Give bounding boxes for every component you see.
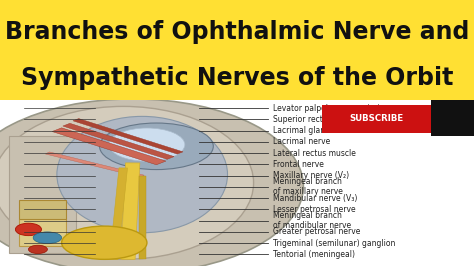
Text: Superior rectus muscle: Superior rectus muscle (273, 115, 361, 124)
Text: SUBSCRIBE: SUBSCRIBE (350, 114, 404, 123)
Bar (9, 136, 76, 253)
Text: Sympathetic Nerves of the Orbit: Sympathetic Nerves of the Orbit (21, 66, 453, 90)
Bar (322, 105, 431, 133)
FancyArrow shape (121, 163, 140, 259)
Text: Trigeminal (semilunar) ganglion: Trigeminal (semilunar) ganglion (273, 239, 395, 248)
Text: Mandibular nerve (V₃): Mandibular nerve (V₃) (273, 194, 357, 203)
FancyArrow shape (52, 128, 166, 165)
Ellipse shape (15, 223, 41, 236)
Text: Lateral rectus muscle: Lateral rectus muscle (273, 149, 356, 157)
FancyArrow shape (63, 123, 174, 159)
Bar (19, 219, 66, 246)
Ellipse shape (28, 245, 47, 253)
Text: Meningeal branch
of mandibular nerve: Meningeal branch of mandibular nerve (273, 211, 351, 230)
Text: Levator palpebrae superioris: Levator palpebrae superioris (273, 103, 383, 113)
Ellipse shape (0, 106, 254, 259)
Ellipse shape (62, 226, 147, 259)
FancyArrow shape (109, 168, 128, 259)
Bar (19, 200, 66, 219)
Text: Branches of Ophthalmic Nerve and: Branches of Ophthalmic Nerve and (5, 20, 469, 44)
FancyArrow shape (46, 152, 144, 177)
Ellipse shape (109, 128, 185, 161)
Text: Lacrimal nerve: Lacrimal nerve (273, 137, 330, 146)
Bar (431, 100, 474, 136)
Text: Lacrimal gland: Lacrimal gland (273, 126, 329, 135)
Ellipse shape (57, 117, 228, 233)
Text: Maxillary nerve (V₂): Maxillary nerve (V₂) (273, 171, 349, 180)
Ellipse shape (100, 123, 213, 170)
Ellipse shape (0, 99, 303, 266)
Text: Lesser petrosal nerve: Lesser petrosal nerve (273, 205, 355, 214)
Ellipse shape (33, 232, 62, 244)
Text: Frontal nerve: Frontal nerve (273, 160, 323, 169)
Text: Greater petrosal nerve: Greater petrosal nerve (273, 227, 360, 236)
FancyArrow shape (73, 119, 183, 154)
FancyArrow shape (139, 176, 146, 259)
Text: Meningeal branch
of maxillary nerve: Meningeal branch of maxillary nerve (273, 177, 342, 196)
Text: Tentorial (meningeal): Tentorial (meningeal) (273, 250, 355, 259)
